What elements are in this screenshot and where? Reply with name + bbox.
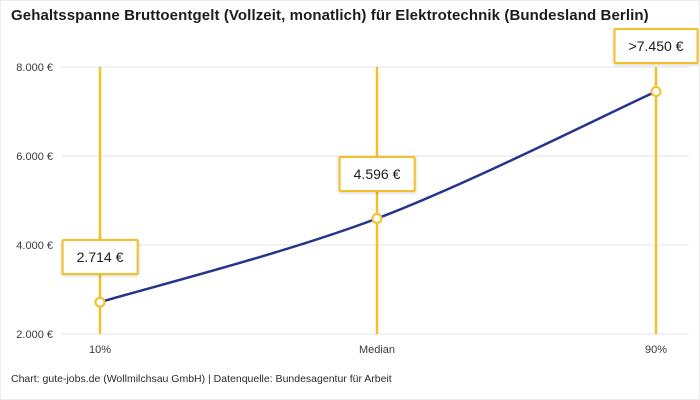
y-axis-tick-label: 8.000 € bbox=[16, 62, 53, 74]
point-value-label: 2.714 € bbox=[61, 239, 139, 275]
y-axis-tick-label: 4.000 € bbox=[16, 240, 53, 252]
y-axis-tick-label: 6.000 € bbox=[16, 151, 53, 163]
chart-credit: Chart: gute-jobs.de (Wollmilchsau GmbH) … bbox=[11, 373, 392, 385]
data-point-marker[interactable] bbox=[94, 296, 106, 308]
x-axis-category-label: 10% bbox=[89, 344, 111, 356]
chart-title: Gehaltsspanne Bruttoentgelt (Vollzeit, m… bbox=[11, 7, 649, 24]
data-point-marker[interactable] bbox=[371, 213, 383, 224]
point-value-label: >7.450 € bbox=[613, 28, 699, 64]
x-axis-category-label: Median bbox=[359, 344, 395, 356]
data-point-marker[interactable] bbox=[650, 86, 662, 97]
x-axis-category-label: 90% bbox=[645, 344, 667, 356]
point-value-label: 4.596 € bbox=[338, 156, 416, 192]
y-axis-tick-label: 2.000 € bbox=[16, 329, 53, 341]
